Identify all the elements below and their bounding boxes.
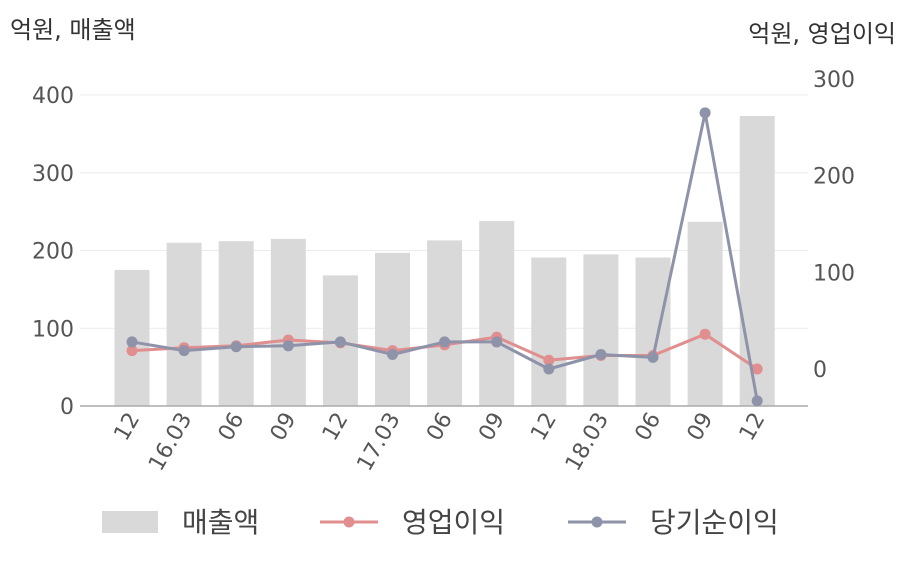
series-point xyxy=(439,336,451,348)
bar xyxy=(427,240,463,406)
x-tick-label: 12 xyxy=(735,409,771,446)
series-point xyxy=(126,345,138,357)
bar-series xyxy=(114,115,775,407)
series-point xyxy=(699,328,711,340)
x-tick-label: 09 xyxy=(474,409,510,446)
bar xyxy=(583,254,619,406)
left-tick-label: 0 xyxy=(60,395,74,420)
bar xyxy=(375,252,410,406)
legend-label: 영업이익 xyxy=(402,506,505,539)
left-tick-label: 100 xyxy=(32,317,74,342)
left-tick-label: 300 xyxy=(32,162,74,187)
left-axis-ticks: 0 100 200 300 400 xyxy=(32,84,74,420)
x-tick-label: 09 xyxy=(683,409,719,446)
line-series xyxy=(126,107,763,407)
x-tick-label: 09 xyxy=(266,409,302,446)
series-point xyxy=(647,351,659,363)
series-point xyxy=(543,363,555,375)
series-point xyxy=(282,340,294,352)
series-point xyxy=(699,107,711,119)
series-point xyxy=(751,395,763,407)
series-point xyxy=(126,336,138,348)
legend-marker xyxy=(591,516,603,528)
series-point xyxy=(543,354,555,366)
legend-swatch xyxy=(102,511,158,533)
series-point xyxy=(334,336,346,348)
series-point xyxy=(178,345,190,357)
x-tick-label: 06 xyxy=(631,409,667,446)
left-axis-unit: 억원, 매출액 xyxy=(10,16,136,44)
series-point xyxy=(230,341,242,353)
bar xyxy=(218,241,254,406)
legend: 매출액 영업이익 당기순이익 xyxy=(102,506,779,539)
series-point xyxy=(751,363,763,375)
right-tick-label: 200 xyxy=(813,165,855,190)
right-axis-unit: 억원, 영업이익 xyxy=(748,20,896,48)
left-tick-label: 400 xyxy=(32,84,74,109)
x-tick-label: 12 xyxy=(110,409,146,446)
bar xyxy=(166,242,202,406)
left-tick-label: 200 xyxy=(32,240,74,265)
legend-label: 매출액 xyxy=(182,506,259,539)
x-tick-label: 17.03 xyxy=(353,409,406,476)
bar xyxy=(270,238,306,406)
legend-label: 당기순이익 xyxy=(650,506,779,539)
right-axis-ticks: 0 100 200 300 xyxy=(813,68,855,383)
series-point xyxy=(491,336,503,348)
series-point xyxy=(387,348,398,360)
legend-marker xyxy=(343,516,355,528)
x-tick-label: 06 xyxy=(422,409,458,446)
x-tick-label: 12 xyxy=(526,409,562,446)
x-tick-label: 06 xyxy=(214,409,250,446)
bar xyxy=(687,221,723,406)
right-tick-label: 0 xyxy=(813,358,827,383)
bar xyxy=(739,115,775,407)
right-tick-label: 300 xyxy=(813,68,855,93)
x-tick-label: 18.03 xyxy=(561,409,614,476)
bar xyxy=(479,220,515,406)
series-point xyxy=(595,348,607,360)
bar xyxy=(635,257,671,406)
x-tick-label: 16.03 xyxy=(144,409,197,476)
x-tick-label: 12 xyxy=(318,409,354,446)
right-tick-label: 100 xyxy=(813,261,855,286)
bar xyxy=(531,257,567,406)
